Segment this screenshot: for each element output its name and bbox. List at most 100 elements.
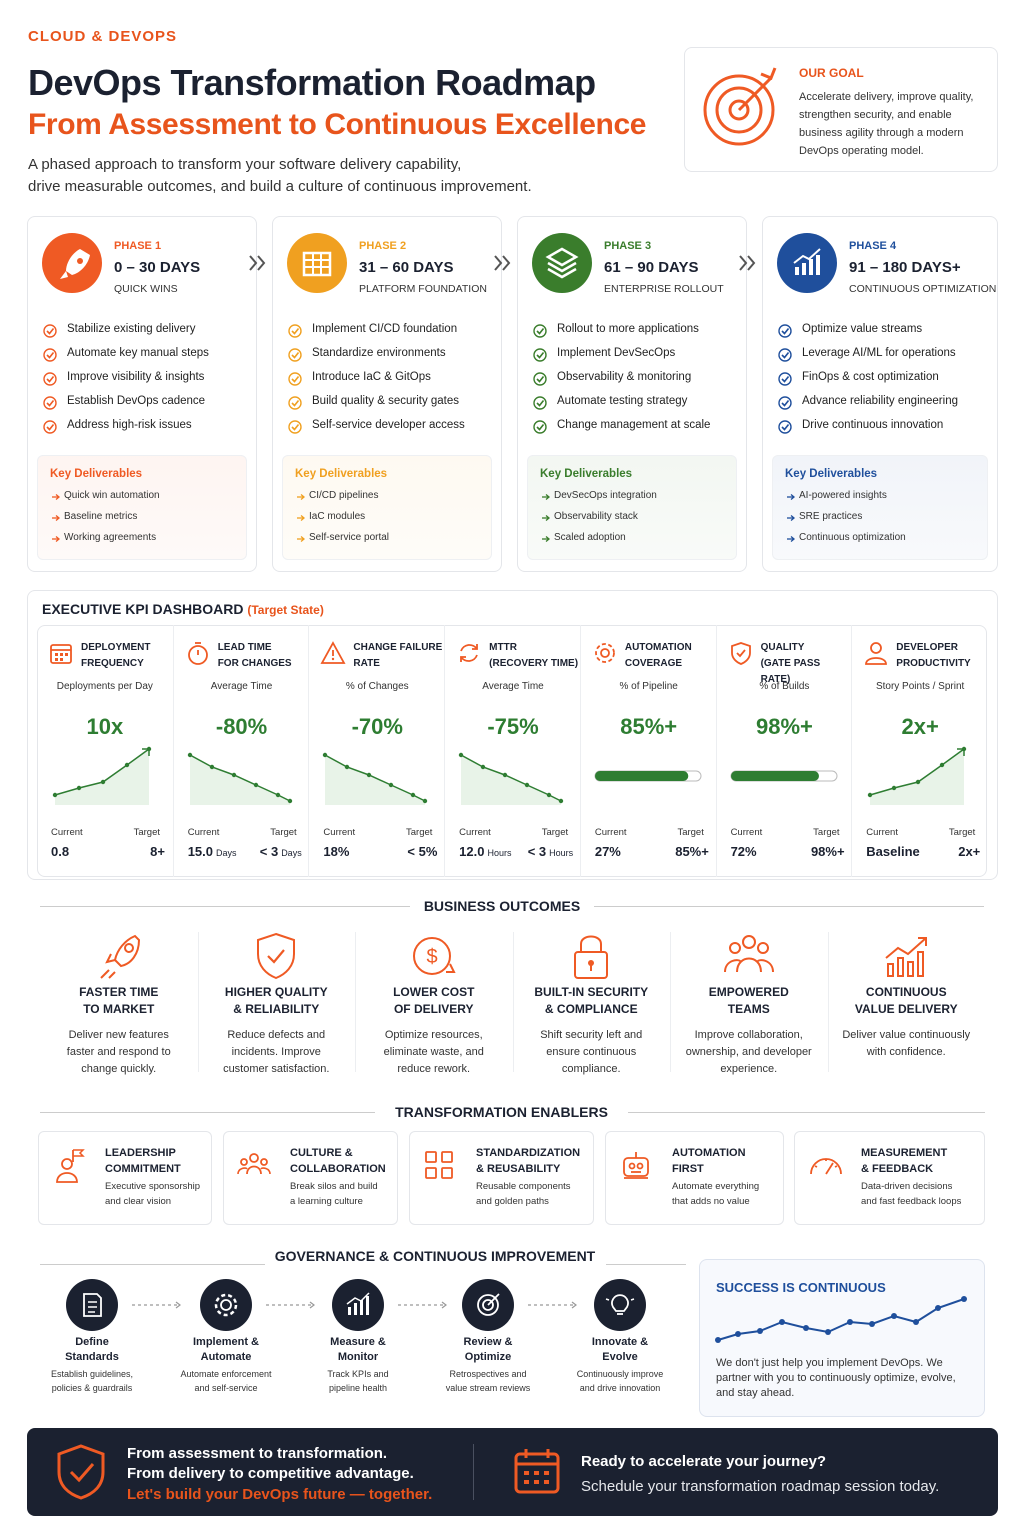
deliverables-title: Key Deliverables: [540, 468, 633, 480]
phase-chevron: [249, 255, 266, 271]
kpi-title: AUTOMATION: [624, 642, 692, 653]
current-value: 18%: [323, 844, 349, 859]
bullet-arrow: [542, 515, 551, 521]
enabler-text: and fast feedback loops: [861, 1196, 962, 1207]
goal-label: OUR GOAL: [799, 66, 864, 80]
kpi-progress: [594, 770, 702, 782]
enabler-title: STANDARDIZATION: [476, 1147, 581, 1159]
step-text: Establish guidelines,: [50, 1369, 134, 1379]
kpi-card: DEPLOYMENT FREQUENCY Deployments per Day 10…: [37, 625, 173, 877]
kpi-subtitle: Average Time: [210, 681, 273, 692]
check-icon: [533, 420, 547, 434]
outcome-divider: [355, 932, 356, 1072]
phase-item: Establish DevOps cadence: [67, 395, 206, 407]
phase-item: Automate testing strategy: [557, 395, 688, 407]
bullet-arrow: [297, 536, 306, 542]
section-rule: [40, 1264, 265, 1265]
phase-days: 91 – 180 DAYS+: [849, 259, 961, 276]
check-icon: [43, 420, 57, 434]
bullet-arrow: [787, 536, 796, 542]
kpi-card: MTTR (RECOVERY TIME) Average Time -75% Curre…: [444, 625, 580, 877]
enabler-title: & REUSABILITY: [476, 1163, 561, 1175]
enabler-title: FIRST: [672, 1163, 704, 1175]
kpi-card: LEAD TIME FOR CHANGES Average Time -80% Curr…: [172, 625, 309, 877]
target-label: Target: [541, 827, 569, 838]
outcome-title: FASTER TIME: [79, 985, 159, 999]
kpi-title: FOR CHANGES: [217, 658, 292, 669]
check-icon: [533, 324, 547, 338]
check-icon: [533, 348, 547, 362]
phase-name: ENTERPRISE ROLLOUT: [604, 283, 724, 295]
phase-item: Advance reliability engineering: [802, 395, 958, 407]
kpi-headline: 10x: [86, 714, 124, 739]
current-label: Current: [730, 827, 763, 838]
current-number: 27%: [594, 844, 621, 859]
step-title: Review &: [463, 1336, 513, 1348]
enabler-title: MEASUREMENT: [861, 1147, 948, 1159]
outcome-icon: [100, 934, 140, 979]
kpi-icon: [594, 643, 615, 663]
kpi-subtitle: Average Time: [482, 681, 544, 692]
step-title: Optimize: [464, 1351, 512, 1363]
deliverables-box: Key Deliverables DevSecOps integration Obs…: [527, 455, 737, 560]
kpi-title: DEVELOPER: [896, 642, 958, 653]
bullet-arrow: [787, 494, 796, 500]
enabler-card: MEASUREMENT & FEEDBACK Data-driven decisio…: [794, 1131, 985, 1225]
current-label: Current: [187, 827, 220, 838]
phase-chevron: [739, 255, 756, 271]
outcome-divider: [197, 932, 199, 1072]
phase-chevron: [494, 255, 511, 271]
check-icon: [43, 372, 57, 386]
step-title: Automate: [200, 1351, 252, 1363]
deliverable-item: Self-service portal: [309, 532, 390, 543]
enabler-title: CULTURE &: [290, 1147, 353, 1159]
outcome-text: Shift security left and ensure continuou…: [540, 1029, 643, 1075]
target-value: < 5%: [379, 844, 437, 859]
kpi-headline: -75%: [487, 714, 539, 739]
step-title: Evolve: [602, 1351, 638, 1363]
phase-icon: [42, 233, 102, 293]
deliverable-item: Scaled adoption: [554, 532, 626, 543]
current-label: Current: [51, 827, 83, 838]
phase-label: PHASE 3: [604, 240, 652, 252]
outcome-text: Optimize resources, eliminate waste, and…: [383, 1029, 484, 1075]
target-number: < 3: [527, 844, 547, 859]
phase-item: Implement DevSecOps: [557, 347, 676, 359]
phase-label: PHASE 2: [359, 240, 407, 252]
enabler-text: Executive sponsorship: [105, 1181, 201, 1192]
bullet-arrow: [787, 515, 796, 521]
kpi-icon: [320, 641, 346, 664]
deliverable-item: Working agreements: [64, 532, 157, 543]
kpi-title: CHANGE FAILURE: [353, 642, 443, 653]
target-label: Target: [406, 827, 433, 838]
bullet-arrow: [52, 536, 61, 542]
enabler-title: LEADERSHIP: [105, 1147, 176, 1159]
deliverable-item: SRE practices: [799, 511, 863, 522]
phase-item: Observability & monitoring: [557, 371, 692, 383]
step-arrow: [266, 1301, 315, 1309]
outcome-icon: [723, 935, 774, 973]
deliverables-title: Key Deliverables: [50, 468, 143, 480]
phase-item: Build quality & security gates: [312, 395, 460, 407]
footer: From assessment to transformation. From …: [27, 1428, 998, 1516]
kpi-card: AUTOMATION COVERAGE % of Pipeline 85%+ Curre…: [579, 625, 716, 877]
subtitle: From Assessment to Continuous Excellence: [28, 108, 647, 141]
enabler-text: Break silos and build: [290, 1181, 378, 1192]
outcome-icon: [574, 935, 609, 979]
kpi-card: DEVELOPER PRODUCTIVITY Story Points / Spri…: [851, 625, 987, 877]
phase-item: Optimize value streams: [802, 323, 923, 335]
enabler-title: AUTOMATION: [672, 1147, 746, 1159]
kpi-icon: [187, 642, 208, 665]
phase-name: CONTINUOUS OPTIMIZATION: [849, 283, 997, 295]
section-title: GOVERNANCE & CONTINUOUS IMPROVEMENT: [274, 1248, 596, 1264]
kpi-headline: 98%+: [755, 714, 813, 739]
outcome-text: Reduce defects and incidents. Improve cu…: [223, 1029, 330, 1075]
step-arrow: [528, 1301, 577, 1309]
check-icon: [778, 348, 792, 362]
phase-card: PHASE 2 31 – 60 DAYS PLATFORM FOUNDATION Im…: [272, 216, 502, 572]
outcome-divider: [670, 932, 671, 1072]
step-text: value stream reviews: [445, 1383, 531, 1393]
kpi-subtitle: Deployments per Day: [56, 681, 153, 692]
target-value: 85%+: [651, 844, 709, 859]
outcome-icon: $: [412, 937, 456, 975]
